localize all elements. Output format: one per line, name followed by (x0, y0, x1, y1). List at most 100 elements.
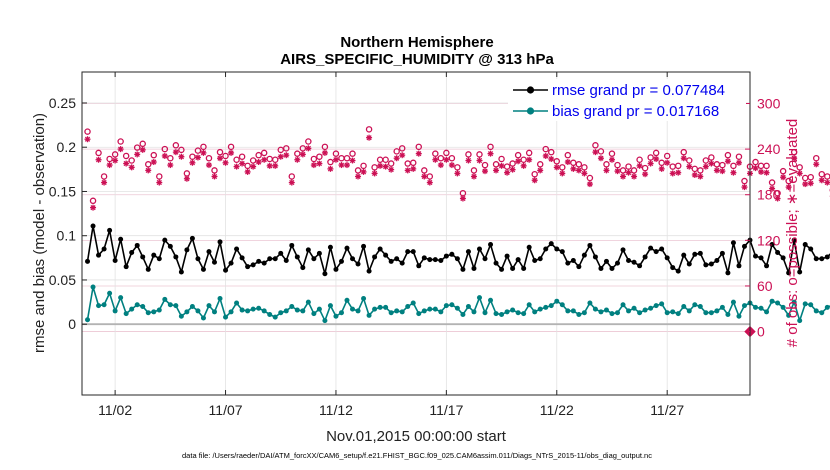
obs-evaluated-point (255, 159, 262, 166)
bias-point (532, 309, 538, 315)
obs-evaluated-point (266, 162, 273, 169)
obs-evaluated-point (818, 177, 825, 184)
obs-evaluated-point (647, 160, 654, 167)
bias-point (416, 311, 422, 317)
bias-point (344, 297, 350, 303)
obs-possible-point (691, 165, 699, 173)
rmse-point (554, 246, 560, 252)
obs-evaluated-point (515, 158, 522, 165)
bias-point (581, 310, 587, 316)
rmse-point (543, 246, 549, 252)
bias-point (90, 284, 96, 290)
obs-evaluated-point (636, 162, 643, 169)
bias-point (697, 304, 703, 310)
bias-point (476, 295, 482, 301)
obs-possible-point (630, 167, 638, 174)
rmse-point (697, 250, 703, 256)
bias-point (173, 303, 179, 309)
obs-evaluated-point (614, 168, 621, 175)
obs-possible-point (724, 151, 732, 159)
chart-title: Northern Hemisphere (340, 34, 493, 51)
y-tick-label: 0.15 (49, 183, 76, 199)
obs-possible-point (652, 149, 660, 157)
rmse-point (813, 256, 819, 262)
rmse-point (581, 252, 587, 258)
legend-rmse-label: rmse grand pr = 0.077484 (552, 82, 725, 99)
obs-possible-point (498, 155, 505, 163)
obs-possible-point (465, 151, 472, 158)
rmse-point (410, 249, 416, 255)
bias-point (692, 302, 698, 308)
obs-evaluated-point (774, 195, 781, 202)
obs-possible-point (167, 154, 174, 162)
obs-evaluated-point (421, 173, 428, 180)
obs-evaluated-point (785, 184, 792, 191)
bias-point (355, 308, 361, 314)
obs-evaluated-point (597, 155, 604, 162)
obs-possible-point (89, 197, 97, 205)
rmse-point (454, 256, 460, 262)
rmse-point (283, 257, 289, 263)
obs-evaluated-point (150, 159, 157, 166)
bias-point (101, 302, 107, 308)
rmse-point (394, 256, 400, 262)
obs-evaluated-point (719, 168, 726, 175)
bias-point (361, 296, 367, 302)
rmse-point (725, 270, 731, 276)
bias-point (719, 304, 725, 310)
obs-possible-point (492, 161, 500, 168)
obs-evaluated-point (217, 155, 224, 162)
obs-possible-point (779, 167, 787, 175)
obs-possible-point (387, 160, 395, 167)
rmse-point (714, 257, 720, 263)
obs-evaluated-point (763, 169, 770, 176)
rmse-point (250, 262, 256, 268)
obs-possible-point (432, 150, 439, 157)
rmse-point (355, 261, 361, 267)
bias-point (410, 300, 416, 306)
rmse-point (239, 255, 245, 261)
bias-point (670, 309, 676, 315)
rmse-point (598, 265, 604, 271)
bias-point (256, 305, 262, 311)
rmse-point (764, 263, 770, 269)
obs-possible-point (117, 138, 124, 145)
obs-possible-point (592, 142, 599, 149)
rmse-point (510, 265, 516, 271)
obs-possible-point (271, 156, 279, 163)
obs-evaluated-point (448, 162, 455, 169)
rmse-point (178, 269, 184, 275)
obs-possible-point (503, 163, 511, 170)
bias-point (399, 309, 405, 315)
bias-point (493, 311, 499, 317)
obs-possible-point (178, 146, 185, 154)
obs-evaluated-point (476, 157, 483, 164)
bias-point (85, 317, 91, 323)
x-tick-label: 11/17 (429, 402, 463, 418)
rmse-point (123, 264, 129, 270)
obs-possible-point (305, 138, 312, 145)
rmse-point (753, 253, 759, 259)
obs-possible-point (227, 143, 235, 151)
obs-evaluated-point (437, 162, 444, 169)
bias-point (372, 306, 378, 312)
bias-point (316, 306, 322, 312)
y-tick-label: 0.1 (57, 228, 77, 244)
obs-evaluated-point (537, 167, 544, 174)
bias-point (134, 302, 140, 308)
rmse-point (532, 257, 538, 263)
obs-evaluated-point (559, 170, 566, 177)
obs-evaluated-point (570, 165, 577, 172)
obs-possible-point (730, 162, 737, 170)
obs-evaluated-point (548, 155, 555, 162)
obs-evaluated-point (509, 166, 516, 173)
obs-possible-point (437, 154, 445, 162)
obs-possible-point (238, 153, 246, 160)
rmse-point (112, 257, 118, 263)
bias-point (96, 303, 102, 309)
obs-possible-point (255, 151, 262, 159)
rmse-point (664, 255, 670, 261)
obs-evaluated-point (470, 173, 477, 180)
bias-point (488, 297, 494, 303)
bias-point (377, 304, 383, 310)
